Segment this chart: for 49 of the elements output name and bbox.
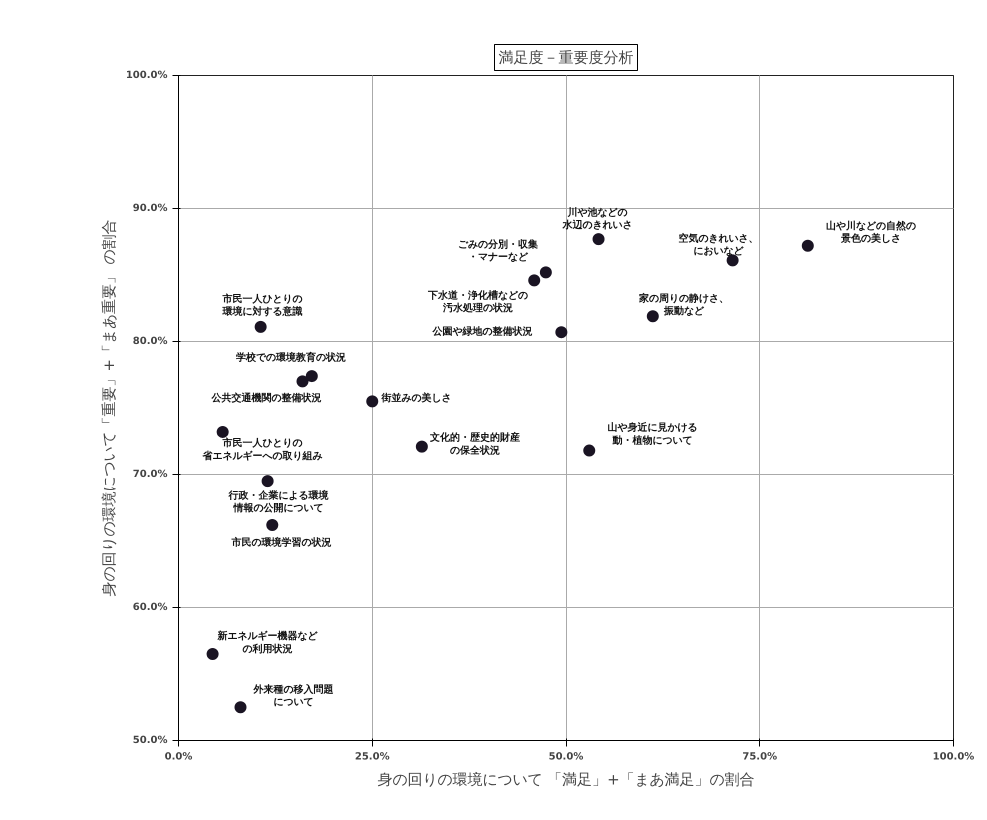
annotation: 新エネルギー機器などの利用状況 (216, 630, 319, 655)
annotation: 空気のきれいさ、においなど (678, 232, 759, 258)
y-tick-label: 80.0% (132, 336, 168, 347)
point (366, 395, 378, 408)
y-tick-label: 50.0% (132, 735, 168, 746)
annotation: 公園や緑地の整備状況 (431, 326, 532, 338)
y-tick-label: 100.0% (126, 70, 168, 81)
y-tick-label: 60.0% (132, 602, 168, 613)
x-tick-label: 25.0% (354, 752, 390, 762)
point (555, 326, 568, 338)
point (802, 240, 814, 252)
annotation: 街並みの美しさ (380, 392, 452, 404)
annotation: 山や川などの自然の景色の美しさ (826, 220, 916, 245)
annotation: 外来種の移入問題について (252, 683, 334, 708)
y-tick-label: 70.0% (132, 469, 168, 480)
point (234, 701, 246, 714)
annotation: 公共交通機関の整備状況 (210, 392, 322, 404)
annotation: 市民一人ひとりの省エネルギーへの取り組み (202, 437, 323, 462)
annotation: 下水道・浄化槽などの汚水処理の状況 (427, 289, 528, 314)
x-axis-title: 身の回りの環境について 「満足」+「まあ満足」の割合 (377, 770, 755, 788)
point (528, 274, 540, 286)
point (583, 444, 596, 457)
y-axis-title: 身の回りの環境について「重要」+「まあ重要」 の割合 (100, 219, 118, 597)
point (592, 233, 605, 246)
point (296, 375, 308, 388)
x-tick-label: 75.0% (742, 752, 778, 762)
point (416, 440, 428, 453)
annotation: 市民の環境学習の状況 (230, 536, 332, 549)
point (262, 475, 274, 488)
annotation: 学校での環境教育の状況 (236, 352, 346, 364)
point (540, 266, 552, 278)
point (306, 370, 318, 382)
chart-title: 満足度－重要度分析 (498, 48, 634, 66)
annotation: ごみの分別・収集・マナーなど (458, 238, 538, 264)
point (646, 310, 659, 322)
annotation: 山や身近に見かける動・植物について (607, 422, 698, 446)
annotation: 家の周りの静けさ、振動など (638, 292, 729, 318)
x-tick-label: 100.0% (932, 752, 974, 762)
y-tick-label: 90.0% (132, 203, 168, 214)
point (206, 648, 219, 660)
point (266, 519, 278, 532)
point (254, 320, 267, 333)
x-tick-label: 50.0% (548, 752, 584, 762)
annotation: 川や池などの水辺のきれいさ (562, 206, 633, 231)
annotation: 文化的・歴史的財産の保全状況 (428, 432, 520, 456)
x-tick-label: 0.0% (164, 752, 192, 762)
annotation: 市民一人ひとりの環境に対する意識 (222, 293, 303, 318)
annotation: 行政・企業による環境情報の公開について (228, 489, 330, 514)
point (216, 426, 229, 438)
